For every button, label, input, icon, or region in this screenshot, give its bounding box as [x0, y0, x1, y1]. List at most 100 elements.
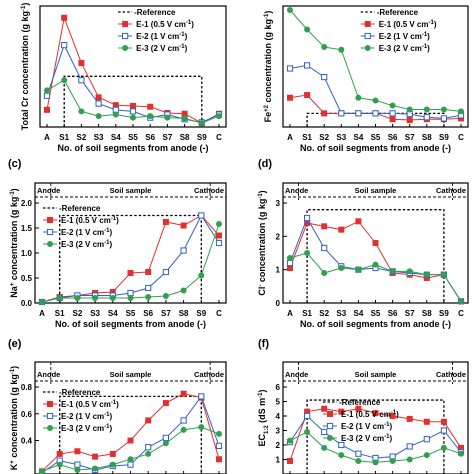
- data-point-e2: [304, 214, 311, 222]
- data-point-e3: [198, 424, 205, 431]
- legend-swatch-marker: [47, 424, 54, 431]
- data-point-e2: [355, 450, 362, 457]
- x-tick-label: S5: [371, 309, 381, 318]
- data-point-e2: [423, 436, 430, 443]
- y-axis-title: Fe+2 concentration (g kg-1): [263, 11, 273, 123]
- data-point-e1: [338, 408, 345, 415]
- data-point-e3: [338, 264, 345, 271]
- x-axis-title: No. of soil segments from anode (-): [300, 143, 451, 153]
- data-point-e3: [92, 294, 99, 301]
- y-tick-label: 2.0: [21, 199, 33, 208]
- data-point-e2: [198, 212, 205, 219]
- data-point-e2: [440, 427, 447, 434]
- x-tick-label: A: [39, 309, 45, 318]
- x-tick-label: S8: [422, 309, 432, 318]
- x-tick-label: C: [458, 133, 464, 142]
- x-tick-label: C: [458, 309, 464, 318]
- data-point-e2: [321, 73, 328, 81]
- data-point-e3: [406, 268, 413, 275]
- data-point-e3: [39, 298, 46, 305]
- data-point-e3: [304, 249, 311, 256]
- data-point-e3: [338, 452, 345, 459]
- data-point-e2: [389, 110, 396, 117]
- y-tick-label: 0: [276, 299, 281, 308]
- data-point-e1: [372, 410, 379, 417]
- data-point-e1: [406, 415, 413, 422]
- y-tick-label: 2: [276, 232, 281, 241]
- data-point-e1: [44, 106, 51, 113]
- data-point-e2: [286, 259, 294, 267]
- data-point-e3: [389, 102, 396, 109]
- data-point-e3: [109, 461, 116, 468]
- y-tick-label: 1: [276, 456, 281, 465]
- zone-label-anode: Anode: [285, 186, 308, 195]
- data-point-e1: [180, 222, 187, 229]
- y-tick-label: 0.8: [21, 383, 33, 392]
- y-axis-title: K+ concentration (g kg-1): [9, 366, 19, 470]
- data-point-e2: [338, 110, 345, 117]
- data-point-e1: [321, 223, 328, 230]
- x-tick-label: S7: [405, 309, 415, 318]
- data-point-e1: [215, 232, 222, 239]
- legend: -Reference E-1 (0.5 V cm-1) E-2 (1 V cm-1)…: [43, 388, 119, 433]
- data-point-e1: [286, 94, 293, 101]
- chart-panel-1: A S1 S2 S3 S4 S5 S6 S7 S8 S9 C No. of soil segments…: [263, 5, 469, 153]
- legend-label-e2: E-2 (1 V cm-1): [61, 412, 112, 421]
- data-point-e3: [127, 456, 134, 463]
- chart-panel-0: A S1 S2 S3 S4 S5 S6 S7 S8 S9 C No. of soil segments…: [20, 3, 227, 153]
- x-tick-label: S4: [354, 309, 364, 318]
- data-point-e1: [423, 418, 430, 425]
- legend-swatch-marker: [122, 20, 129, 27]
- legend-label-e1: E-1 (0.5 V cm-1): [61, 216, 119, 225]
- data-point-e1: [162, 400, 169, 407]
- legend-label-e3: E-3 (2 V cm-1): [61, 240, 112, 249]
- y-tick-label: 1.5: [21, 224, 33, 233]
- x-tick-label: S4: [354, 133, 364, 142]
- data-point-e2: [78, 77, 85, 84]
- data-point-e3: [423, 452, 430, 459]
- legend-reference-label: -Reference: [59, 204, 101, 213]
- data-point-e2: [440, 115, 447, 122]
- reference-line: [306, 209, 445, 303]
- data-point-e3: [92, 465, 99, 472]
- x-tick-label: S4: [111, 133, 121, 142]
- zone-label-soil: Soil sample: [110, 186, 152, 195]
- y-tick-label: 1.0: [21, 249, 33, 258]
- x-tick-label: S6: [388, 309, 398, 318]
- data-point-e3: [440, 106, 447, 113]
- data-point-e1: [286, 264, 293, 271]
- data-point-e2: [372, 110, 379, 117]
- x-tick-label: S8: [179, 309, 189, 318]
- legend-label-e3: E-3 (2 V cm-1): [379, 44, 430, 53]
- y-tick-label: 3: [276, 199, 281, 208]
- x-tick-label: S3: [336, 309, 346, 318]
- plot-frame: [282, 5, 469, 128]
- data-point-e1: [162, 218, 169, 225]
- legend-label-e2: E-2 (1 V cm-1): [379, 32, 430, 41]
- legend-label-e1: E-1 (0.5 V cm-1): [61, 400, 119, 409]
- data-point-e3: [355, 266, 362, 273]
- legend-label-e2: E-2 (1 V cm-1): [136, 32, 187, 41]
- data-point-e1: [145, 417, 152, 424]
- data-point-e1: [304, 92, 311, 99]
- data-point-e3: [286, 437, 293, 444]
- x-tick-label: S1: [302, 133, 312, 142]
- data-point-e1: [95, 94, 102, 101]
- data-point-e3: [95, 113, 102, 120]
- data-point-e1: [389, 412, 396, 419]
- data-point-e3: [129, 114, 136, 121]
- x-tick-label: A: [287, 309, 293, 318]
- chart-panel-4: Anode Soil sample Cathode 0.4 0.6 0.8K+ conce…: [8, 338, 227, 474]
- x-tick-label: S7: [161, 309, 171, 318]
- x-axis-title: No. of soil segments from anode (-): [55, 319, 206, 329]
- data-point-e1: [355, 218, 362, 225]
- legend-swatch-marker: [46, 412, 54, 420]
- x-tick-label: S1: [59, 133, 69, 142]
- y-tick-label: 2: [276, 441, 281, 450]
- legend-reference-label: -Reference: [59, 388, 101, 397]
- x-tick-label: S4: [108, 309, 118, 318]
- data-point-e3: [162, 440, 169, 447]
- x-tick-label: A: [287, 133, 293, 142]
- data-point-e1: [180, 390, 187, 397]
- legend-label-e1: E-1 (0.5 V cm-1): [379, 20, 437, 29]
